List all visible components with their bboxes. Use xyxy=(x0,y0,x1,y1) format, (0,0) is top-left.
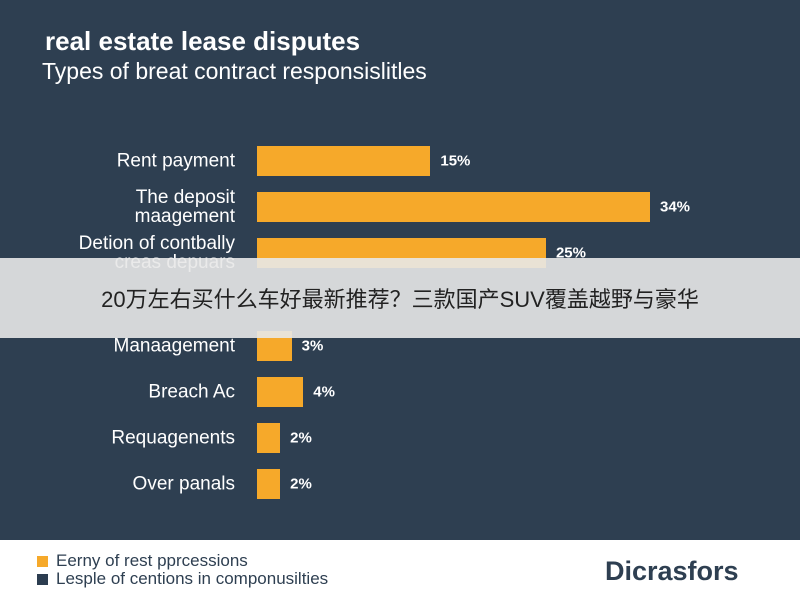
category-label: Over panals xyxy=(132,473,235,495)
bar xyxy=(257,377,304,407)
value-label: 3% xyxy=(301,337,324,355)
legend-swatch xyxy=(37,574,48,585)
value-label: 2% xyxy=(290,429,312,447)
value-label: 15% xyxy=(440,152,471,170)
chart-title: real estate lease disputes xyxy=(45,26,361,56)
overlay-banner: 20万左右买什么车好最新推荐？三款国产SUV覆盖越野与豪华 xyxy=(0,258,800,338)
value-label: 2% xyxy=(290,475,312,493)
legend-label: Lesple of centions in componusilties xyxy=(56,569,329,588)
legend-label: Eerny of rest pprcessions xyxy=(56,551,248,570)
category-label: Rent payment xyxy=(116,150,235,172)
legend-swatch xyxy=(37,556,48,567)
value-label: 25% xyxy=(555,244,586,262)
brand: Dicrasfors xyxy=(605,556,739,586)
category-label: Requagenents xyxy=(111,427,235,449)
category-label: The deposit maagement xyxy=(134,187,235,228)
bar xyxy=(257,469,281,500)
category-label: Manaagement xyxy=(113,335,235,357)
value-label: 4% xyxy=(313,383,335,401)
bar xyxy=(257,423,281,454)
value-label: 34% xyxy=(660,198,691,216)
chart-subtitle: Types of breat contract responsislitles xyxy=(42,58,427,84)
bar xyxy=(257,192,650,223)
bar xyxy=(257,146,431,176)
category-label: Breach Ac xyxy=(148,381,235,403)
